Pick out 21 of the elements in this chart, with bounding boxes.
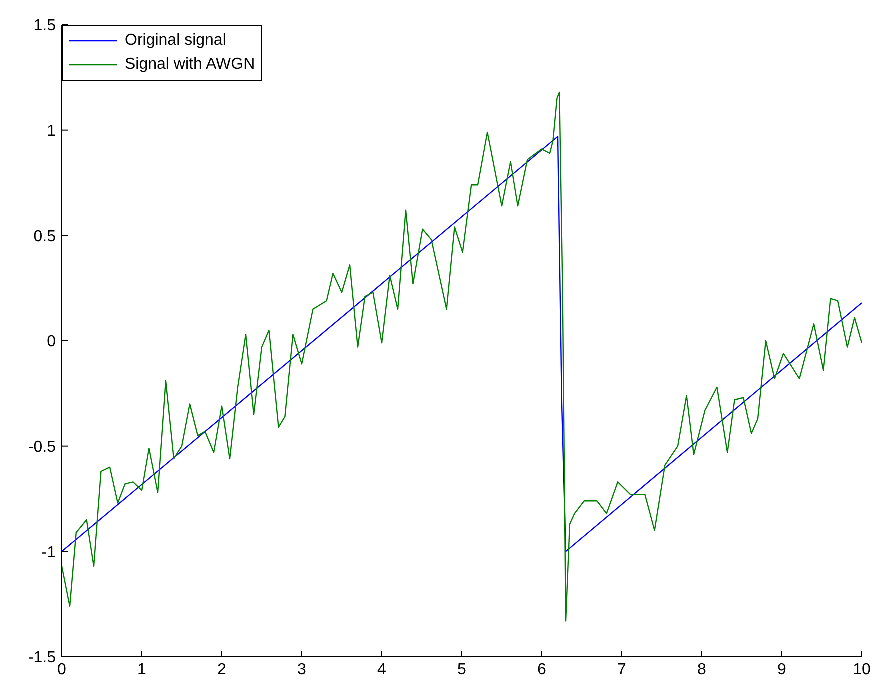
x-tick-label: 6 [538,661,547,678]
x-tick-label: 7 [618,661,627,678]
y-tick-label: 1.5 [34,18,56,35]
y-tick-label: 0.5 [34,228,56,246]
y-tick-label: 0 [47,334,56,351]
x-tick-label: 8 [698,661,707,678]
x-tick-label: 1 [138,661,147,678]
x-tick-label: 3 [298,661,307,678]
legend-label: Original signal [125,31,226,51]
x-tick-label: 4 [378,661,387,678]
y-tick-label: -0.5 [28,439,56,456]
x-tick-label: 2 [218,661,227,678]
y-tick-label: 1 [47,123,56,140]
x-tick-label: 9 [778,661,787,678]
y-tick-label: -1.5 [28,650,56,667]
x-tick-label: 10 [853,661,871,678]
line-series [62,136,862,552]
x-tick-label: 5 [458,661,467,678]
y-tick-label: -1 [42,544,56,562]
legend-label: Signal with AWGN [125,55,256,75]
line-series [62,92,862,622]
